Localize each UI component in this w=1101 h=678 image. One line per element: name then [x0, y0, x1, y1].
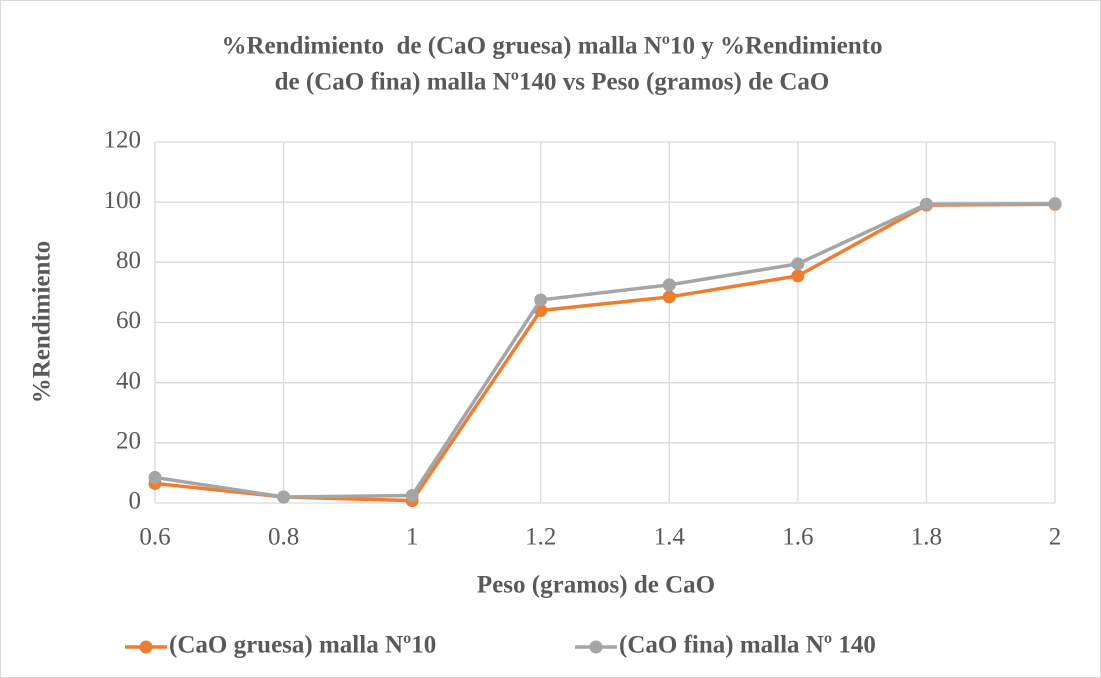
data-point: [405, 488, 419, 502]
data-point: [919, 197, 933, 211]
y-tick-label: 0: [129, 488, 142, 515]
x-tick-label: 1: [406, 524, 419, 551]
data-point: [277, 490, 291, 504]
chart-title: %Rendimiento de (CaO gruesa) malla Nº10 …: [222, 33, 883, 60]
x-axis-label: Peso (gramos) de CaO: [477, 572, 715, 599]
x-tick-label: 0.8: [268, 524, 299, 551]
data-point: [148, 470, 162, 484]
chart-title: de (CaO fina) malla Nº140 vs Peso (gramo…: [275, 69, 830, 96]
legend-marker: [589, 640, 603, 654]
legend-label: (CaO gruesa) malla Nº10: [169, 632, 436, 659]
legend-marker: [139, 640, 153, 654]
y-tick-label: 60: [116, 307, 141, 334]
x-tick-label: 1.2: [525, 524, 556, 551]
y-axis-label: %Rendimiento: [29, 241, 56, 404]
data-point: [534, 293, 548, 307]
data-point: [1048, 197, 1062, 211]
x-tick-label: 1.6: [782, 524, 813, 551]
y-tick-label: 80: [116, 247, 141, 274]
data-point: [791, 269, 805, 283]
y-tick-label: 100: [104, 187, 142, 214]
y-tick-label: 120: [104, 127, 142, 154]
x-tick-label: 2: [1049, 524, 1062, 551]
data-point: [662, 290, 676, 304]
y-tick-label: 40: [116, 367, 141, 394]
x-tick-label: 1.4: [654, 524, 686, 551]
y-tick-label: 20: [116, 428, 141, 455]
series-line: [154, 201, 1056, 499]
x-tick-label: 0.6: [139, 524, 170, 551]
legend-label: (CaO fina) malla Nº 140: [619, 632, 876, 659]
data-point: [791, 257, 805, 271]
data-point: [662, 278, 676, 292]
x-tick-label: 1.8: [911, 524, 942, 551]
